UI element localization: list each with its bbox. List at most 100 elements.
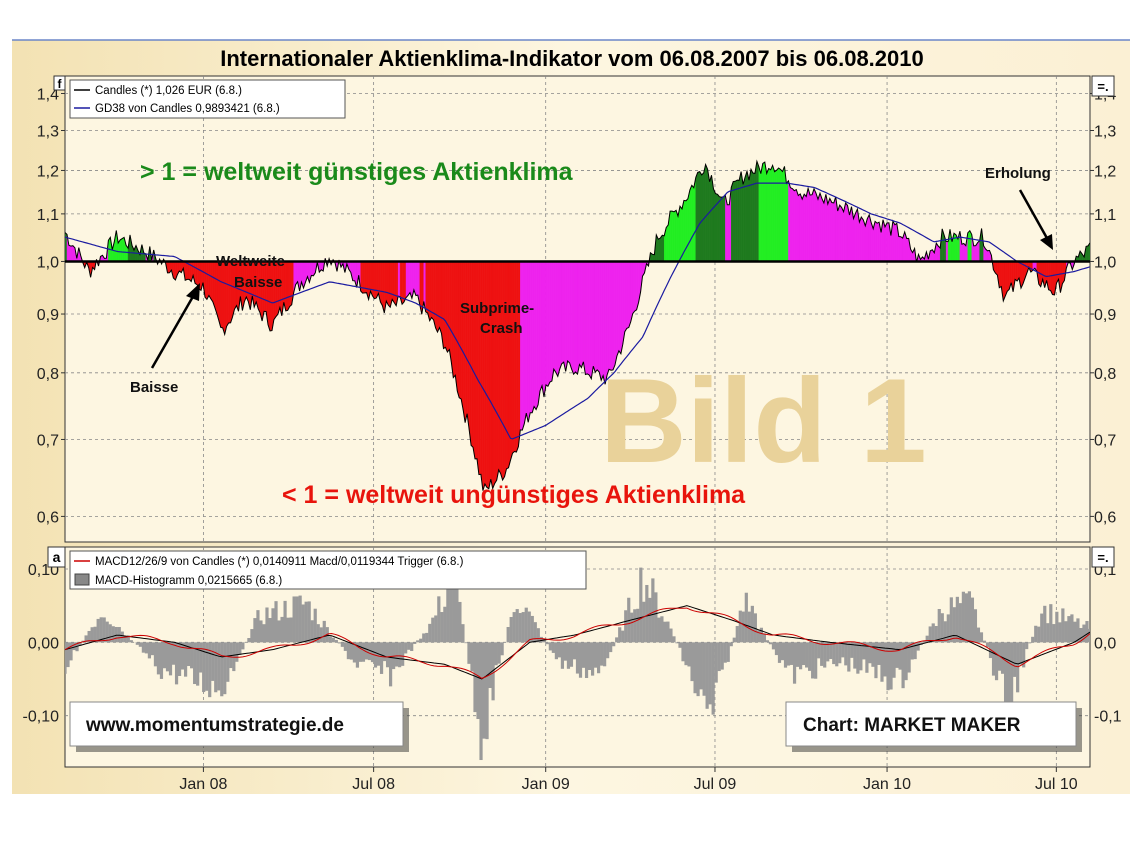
histogram-bar — [811, 642, 815, 679]
area-segment — [807, 188, 811, 262]
histogram-bar — [675, 642, 679, 644]
histogram-bar — [530, 615, 534, 643]
area-segment — [963, 243, 967, 262]
legend-histogram: MACD-Histogramm 0,0215665 (6.8.) — [95, 575, 282, 587]
histogram-bar — [970, 597, 975, 643]
upper-corner-icon: f — [58, 77, 63, 91]
area-segment — [230, 261, 233, 323]
histogram-bar — [262, 624, 266, 643]
y-tick-label-left: 1,3 — [37, 124, 59, 141]
histogram-bar — [548, 642, 552, 651]
histogram-bar — [744, 592, 748, 643]
histogram-bar — [642, 601, 646, 643]
area-segment — [206, 261, 210, 300]
histogram-bar — [889, 642, 893, 690]
histogram-bar — [765, 640, 770, 643]
histogram-bar — [880, 642, 884, 682]
histogram-bar — [69, 642, 73, 661]
area-segment — [529, 261, 533, 413]
area-segment — [528, 261, 531, 423]
histogram-bar — [488, 642, 492, 688]
area-segment — [630, 261, 633, 322]
area-segment — [555, 261, 558, 377]
histogram-bar — [651, 578, 655, 643]
area-segment — [723, 195, 726, 262]
histogram-bar — [621, 630, 625, 643]
histogram-bar — [533, 622, 537, 643]
area-segment — [669, 210, 673, 262]
area-segment — [738, 171, 742, 262]
area-segment — [1014, 261, 1018, 282]
area-segment — [717, 193, 720, 262]
histogram-bar — [838, 642, 842, 664]
annotation-bad-climate: < 1 = weltweit ungünstiges Aktienklima — [282, 481, 746, 509]
histogram-bar — [756, 630, 760, 643]
area-segment — [800, 193, 803, 262]
histogram-bar — [461, 624, 465, 643]
histogram-bar — [792, 642, 797, 684]
area-segment — [595, 261, 598, 373]
area-segment — [498, 261, 501, 474]
histogram-bar — [518, 613, 522, 643]
area-segment — [831, 202, 834, 262]
histogram-bar — [470, 642, 474, 672]
area-segment — [380, 261, 383, 306]
lower-corner-button[interactable]: a — [47, 546, 66, 568]
histogram-bar — [99, 617, 103, 643]
area-segment — [553, 261, 557, 374]
histogram-bar — [1058, 622, 1062, 643]
upper-corner-button[interactable]: f — [53, 75, 66, 91]
area-segment — [522, 261, 525, 431]
histogram-bar — [90, 627, 94, 643]
histogram-bar — [798, 642, 803, 670]
histogram-bar — [985, 642, 990, 648]
area-segment — [658, 237, 661, 262]
area-segment — [470, 261, 474, 448]
histogram-bar — [554, 642, 558, 660]
histogram-bar — [458, 601, 462, 643]
histogram-bar — [539, 636, 543, 643]
area-segment — [805, 188, 809, 262]
histogram-bar — [84, 635, 88, 643]
area-segment — [876, 221, 880, 262]
area-segment — [476, 261, 480, 475]
histogram-bar — [663, 621, 667, 643]
area-segment — [68, 244, 72, 262]
histogram-bar — [168, 642, 173, 676]
histogram-bar — [410, 642, 414, 652]
area-segment — [502, 261, 505, 481]
lower-right-button[interactable]: =. — [1091, 546, 1115, 568]
chart-title: Internationaler Aktienklima-Indikator vo… — [220, 46, 924, 71]
area-segment — [210, 261, 214, 303]
histogram-bar — [910, 642, 914, 660]
legend-gd38: GD38 von Candles 0,9893421 (6.8.) — [95, 103, 280, 115]
area-segment — [212, 261, 216, 308]
area-segment — [269, 261, 273, 332]
histogram-bar — [473, 642, 477, 713]
area-segment — [514, 261, 517, 453]
histogram-bar — [618, 627, 622, 643]
area-segment — [531, 261, 535, 413]
area-segment — [259, 261, 263, 322]
upper-right-icon: =. — [1097, 79, 1108, 94]
y-tick-label-right: 1,3 — [1094, 124, 1116, 141]
area-segment — [634, 261, 637, 312]
histogram-bar — [654, 592, 658, 643]
histogram-bar — [1013, 642, 1017, 677]
area-segment — [707, 169, 710, 262]
histogram-bar — [512, 612, 516, 643]
histogram-bar — [1088, 628, 1090, 643]
y-tick-label-right: 0,6 — [1094, 509, 1116, 526]
area-segment — [782, 166, 785, 262]
upper-right-button[interactable]: =. — [1091, 75, 1115, 97]
histogram-bar — [603, 642, 607, 667]
trigger-line — [65, 605, 1090, 680]
histogram-bar — [1061, 608, 1065, 643]
area-segment — [449, 261, 452, 363]
area-segment — [758, 166, 762, 262]
histogram-bar — [717, 642, 721, 672]
histogram-bar — [202, 642, 206, 693]
histogram-bar — [319, 627, 323, 643]
histogram-bar — [150, 642, 155, 656]
area-segment — [524, 261, 527, 424]
